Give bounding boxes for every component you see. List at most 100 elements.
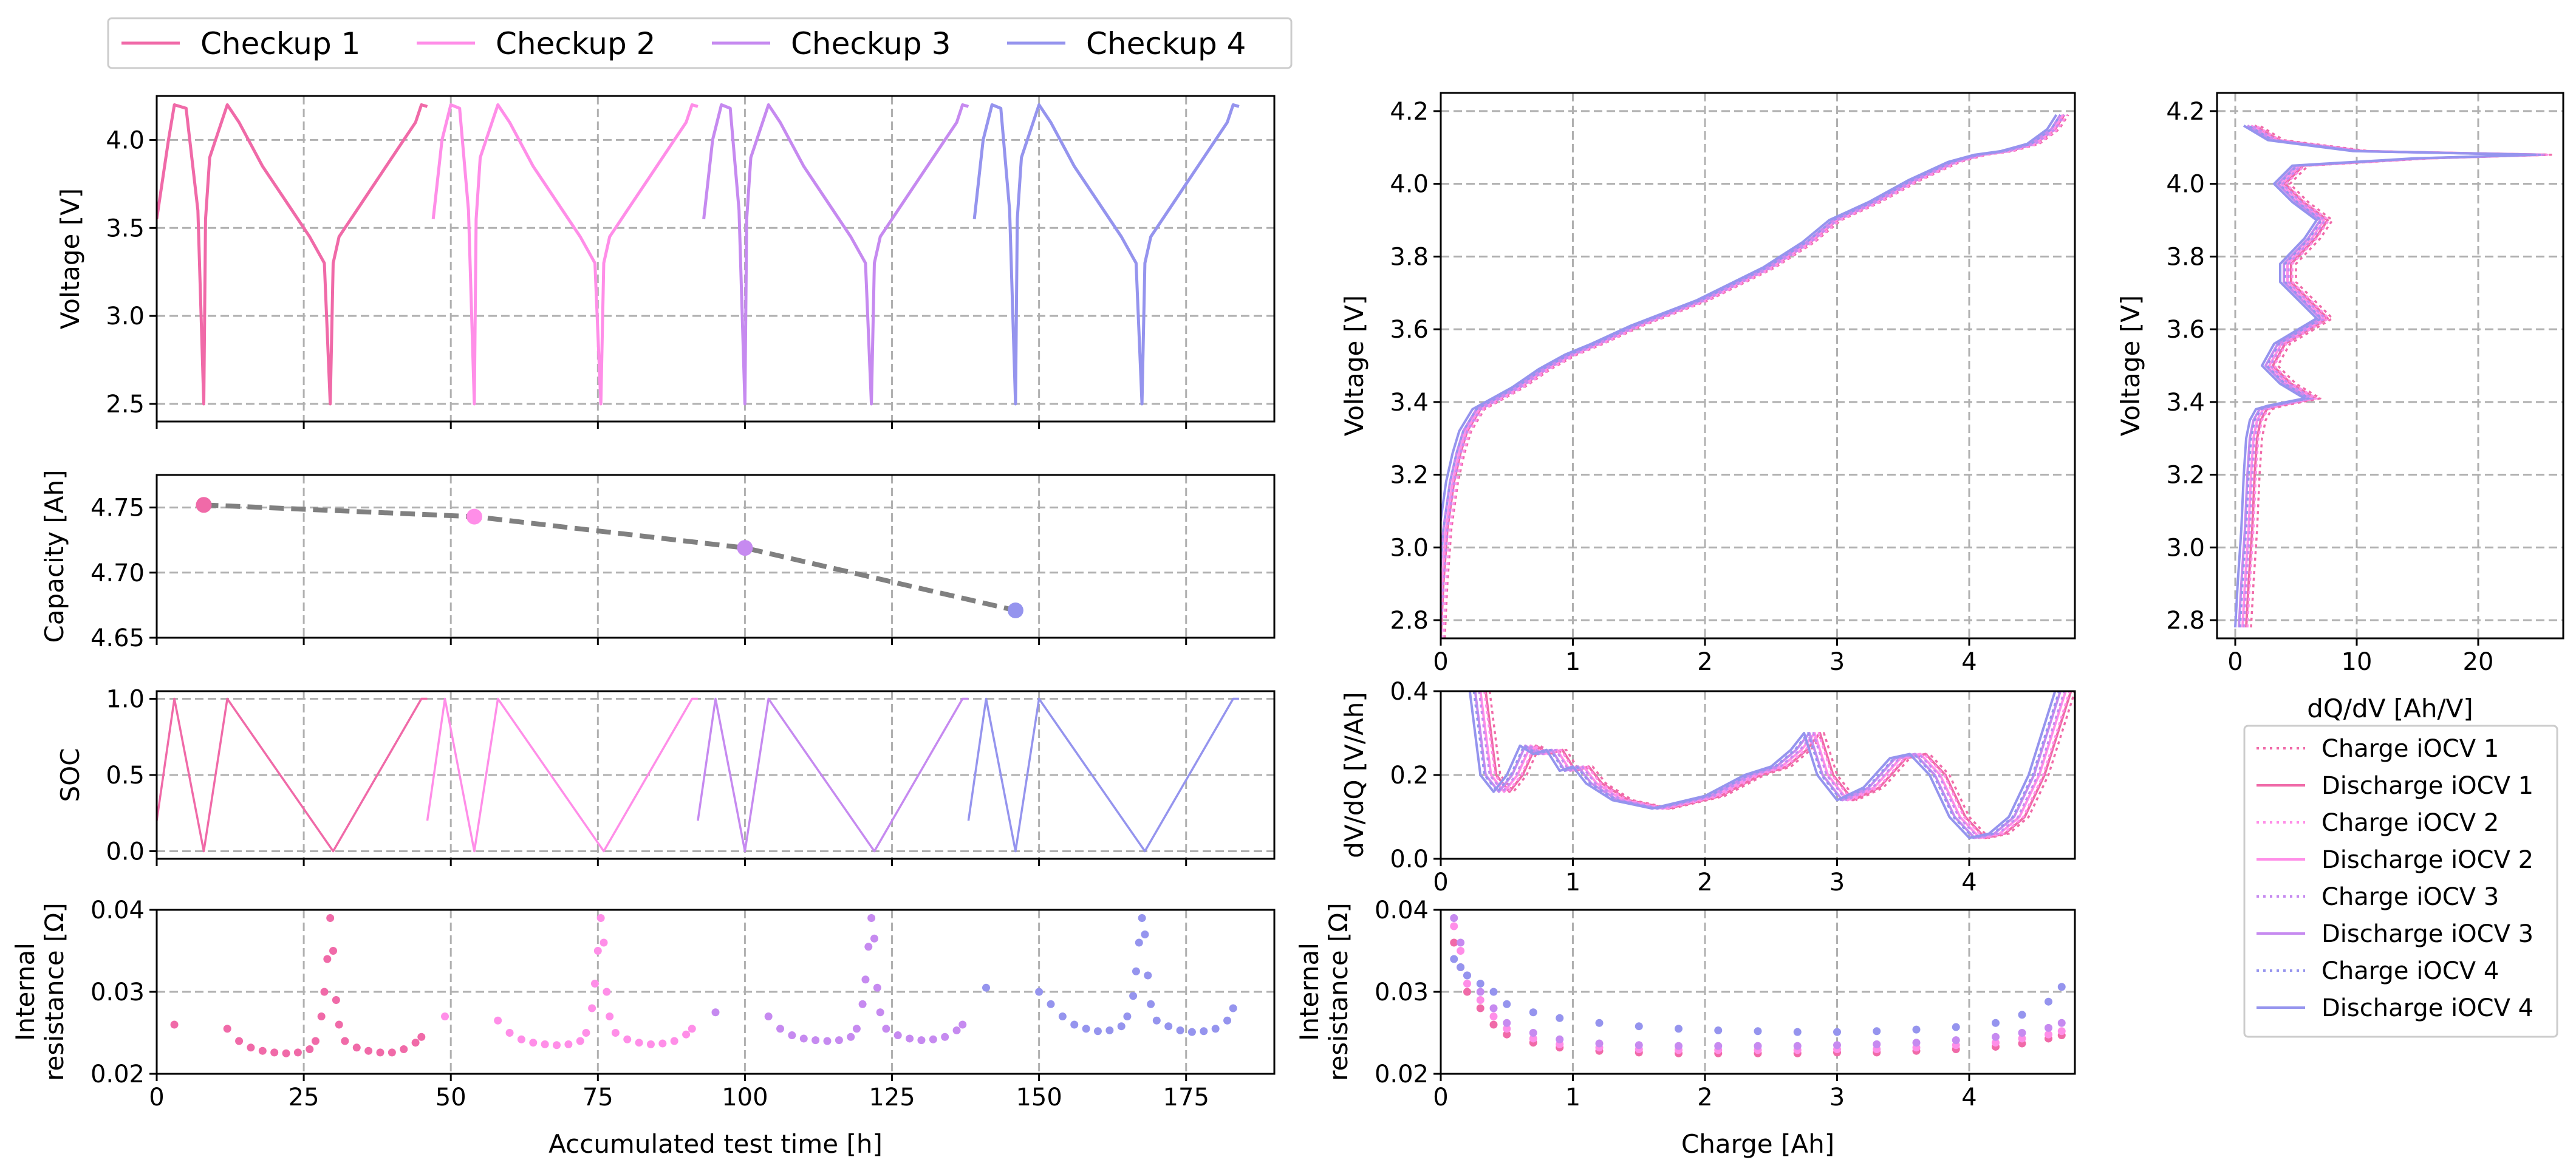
series-line-charge xyxy=(2239,125,2541,628)
series-point xyxy=(1123,1012,1132,1020)
series-point xyxy=(1229,1004,1237,1012)
series-point xyxy=(1503,1019,1511,1027)
x-tick-label: 0 xyxy=(149,1084,164,1111)
series-point xyxy=(2018,1034,2026,1043)
y-axis-label: SOC xyxy=(55,748,85,802)
grid-lines xyxy=(155,691,1274,859)
panel-capacity_time: 4.65 4.70 4.75 Capacity [Ah] xyxy=(39,469,1276,652)
legend-right: Charge iOCV 1 Discharge iOCV 1 Charge iOCV… xyxy=(2243,725,2558,1038)
y-tick-label: 0.2 xyxy=(1390,762,1429,790)
series-point xyxy=(1714,1026,1723,1034)
grid-lines xyxy=(155,96,1274,422)
series-point xyxy=(1992,1033,2000,1041)
series-point xyxy=(1450,938,1458,947)
series-point xyxy=(352,1043,361,1052)
series-point xyxy=(282,1049,290,1057)
grid-lines xyxy=(2217,93,2563,638)
series-line-charge xyxy=(1442,114,2068,638)
series-point xyxy=(1476,1004,1484,1012)
series-point xyxy=(1211,1025,1220,1033)
x-tick-label: 100 xyxy=(722,1084,768,1111)
series-point xyxy=(1476,996,1484,1004)
y-axis-label: Voltage [V] xyxy=(2116,295,2145,436)
x-tick-label: 20 xyxy=(2463,648,2494,676)
series-point xyxy=(1047,1000,1055,1008)
series-point xyxy=(688,1025,696,1033)
series-line xyxy=(431,103,699,406)
series-point xyxy=(1147,1000,1155,1008)
series-point xyxy=(1164,1022,1173,1031)
series-point xyxy=(1135,938,1143,947)
series-line-discharge xyxy=(1474,691,2062,839)
series-point xyxy=(326,914,335,922)
y-tick-label: 0.0 xyxy=(106,838,145,865)
series-point xyxy=(1529,1008,1537,1017)
legend-label: Charge iOCV 3 xyxy=(2321,883,2499,911)
series-point xyxy=(1952,1036,1960,1045)
panel-dqdv_voltage: 0 10 20 2.8 3.0 3.2 3.4 3.6 3.8 4.0 4.2 dQ/dV [Ah/V… xyxy=(2116,92,2564,723)
series-point xyxy=(293,1048,302,1057)
y-tick-label: 0.03 xyxy=(91,978,145,1006)
series-point xyxy=(1489,988,1498,996)
series-point xyxy=(2018,1029,2026,1037)
series-point xyxy=(1503,1030,1511,1039)
panel-voltage_time: 2.5 3.0 3.5 4.0 Voltage [V] xyxy=(55,95,1276,429)
y-tick-label: 3.0 xyxy=(2166,534,2205,562)
series-point xyxy=(582,1029,590,1037)
series-point xyxy=(670,1037,678,1045)
y-tick-label: 2.8 xyxy=(2166,607,2205,635)
series-point xyxy=(873,983,881,992)
series-point xyxy=(941,1033,949,1041)
axes-frame xyxy=(155,474,1276,639)
series-point xyxy=(823,1037,832,1045)
y-axis-label: Internal xyxy=(10,943,40,1041)
y-axis-label: dV/dQ [V/Ah] xyxy=(1339,692,1369,858)
y-tick-label: 0.04 xyxy=(91,896,145,924)
legend-label: Checkup 4 xyxy=(1086,26,1246,61)
y-axis-label: Voltage [V] xyxy=(1339,295,1369,436)
series-point xyxy=(2045,1023,2052,1032)
x-tick-label: 2 xyxy=(1697,869,1712,896)
legend-label: Discharge iOCV 4 xyxy=(2321,994,2533,1022)
series-point xyxy=(1833,1028,1841,1036)
x-tick-label: 0 xyxy=(1433,869,1448,896)
y-tick-label: 4.0 xyxy=(106,126,145,154)
series-point xyxy=(1489,1020,1498,1029)
series-point xyxy=(788,1031,796,1040)
series-point xyxy=(603,988,611,996)
x-tick-label: 50 xyxy=(436,1084,466,1111)
series-line-charge xyxy=(1441,114,2066,638)
series-point xyxy=(576,1037,584,1045)
legend-label: Checkup 2 xyxy=(496,26,655,61)
y-tick-label: 4.0 xyxy=(2166,171,2205,199)
series-point xyxy=(364,1046,373,1055)
x-tick-label: 1 xyxy=(1565,648,1580,676)
series-point xyxy=(1992,1019,2000,1027)
series-point xyxy=(2045,997,2052,1006)
series-point xyxy=(311,1037,319,1045)
series-line-charge xyxy=(1441,114,2062,581)
series-point xyxy=(1912,1039,1921,1047)
x-tick-label: 25 xyxy=(289,1084,319,1111)
series-point xyxy=(235,1037,244,1045)
series-point xyxy=(2057,1027,2066,1036)
series-point xyxy=(764,1012,773,1020)
y-tick-label: 3.6 xyxy=(1390,316,1429,344)
series-point xyxy=(1117,1022,1126,1031)
series-point xyxy=(929,1035,937,1043)
y-tick-label: 0.04 xyxy=(1375,896,1429,924)
series-point xyxy=(2045,1030,2052,1039)
series-point xyxy=(529,1039,538,1047)
series-point xyxy=(864,943,873,951)
series-line xyxy=(157,103,428,406)
legend-label: Discharge iOCV 1 xyxy=(2321,772,2533,800)
series-point xyxy=(1457,963,1465,971)
series-point xyxy=(1476,980,1484,988)
series-point xyxy=(388,1048,396,1057)
plot-area xyxy=(1450,914,2066,1057)
series-point xyxy=(323,955,332,963)
panel-soc_time: 0.0 0.5 1.0 SOC xyxy=(55,686,1276,866)
capacity-point xyxy=(737,540,753,556)
series-point xyxy=(623,1035,632,1043)
series-point xyxy=(861,975,870,984)
